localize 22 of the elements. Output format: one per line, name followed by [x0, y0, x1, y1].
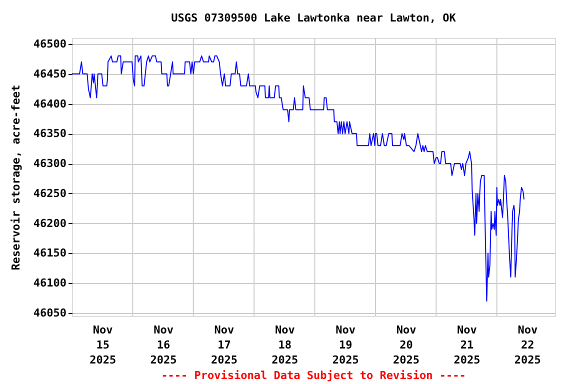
y-tick-label: 46350 — [33, 127, 66, 140]
x-tick-label: Nov 20 2025 — [393, 324, 420, 366]
x-tick-label: Nov 18 2025 — [272, 324, 298, 366]
chart-title: USGS 07309500 Lake Lawtonka near Lawton, OK — [171, 12, 456, 24]
y-tick-label: 46250 — [33, 186, 66, 200]
y-tick-label: 46050 — [33, 306, 66, 320]
y-tick-label: 46150 — [33, 246, 66, 260]
line-series — [72, 55, 525, 302]
y-tick-label: 46300 — [33, 157, 66, 170]
y-tick-label: 46100 — [33, 276, 66, 290]
y-tick-label: 46400 — [33, 97, 66, 110]
x-tick-label: Nov 15 2025 — [90, 324, 116, 366]
x-tick-label: Nov 17 2025 — [210, 324, 238, 366]
y-tick-label: 46450 — [33, 67, 66, 80]
x-tick-label: Nov 21 2025 — [454, 324, 480, 366]
y-tick-label: 46500 — [33, 37, 66, 50]
x-tick-label: Nov 19 2025 — [332, 324, 359, 366]
x-tick-label: Nov 22 2025 — [514, 324, 541, 366]
x-tick-label: Nov 16 2025 — [150, 324, 177, 366]
y-axis-title: Reservoir storage, acre-feet — [9, 84, 22, 270]
y-tick-label: 46200 — [33, 216, 66, 230]
text: ---- Provisional Data Subject to Revision ---- — [161, 369, 466, 382]
